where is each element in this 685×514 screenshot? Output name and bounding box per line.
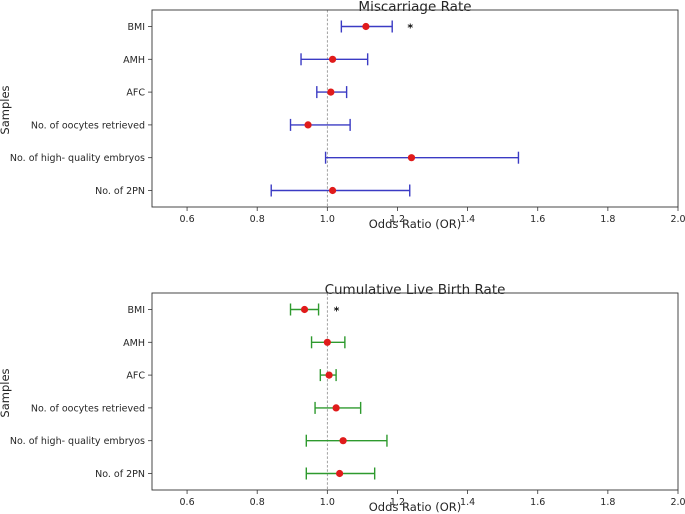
x-tick-label: 2.0: [670, 214, 685, 225]
significance-marker: *: [407, 22, 413, 35]
category-label: No. of 2PN: [95, 469, 145, 480]
plot-frame: [151, 292, 679, 491]
odds-ratio-point: [339, 437, 347, 445]
chart-title: Miscarriage Rate: [358, 0, 471, 15]
category-label: No. of 2PN: [95, 186, 145, 197]
category-label: AMH: [123, 55, 145, 66]
plot-area: 0.6 0.8 1.0 1.2 1.4 1.6 1.8 2.0 BMI AMH AFC No. of …: [10, 292, 685, 508]
x-tick-label: 1.4: [460, 497, 475, 508]
category-label: BMI: [127, 22, 145, 33]
odds-ratio-point: [300, 305, 309, 314]
odds-ratio-point: [362, 22, 370, 31]
category-label: AMH: [123, 338, 145, 349]
x-tick-label: 0.8: [250, 214, 265, 225]
plot-frame: [151, 9, 679, 208]
odds-ratio-point: [336, 469, 344, 478]
x-axis-title: Odds Ratio (OR): [369, 217, 462, 231]
odds-ratio-point: [407, 154, 416, 162]
x-tick-label: 2.0: [670, 497, 685, 508]
panel-cumulative-live-birth-rate: Cumulative Live Birth Rate 0.6 0.8 1.0 1.2 1…: [0, 282, 685, 514]
odds-ratio-point: [325, 371, 333, 379]
odds-ratio-point: [328, 55, 337, 63]
x-tick-label: 0.8: [250, 497, 265, 508]
panel-miscarriage-rate: Miscarriage Rate 0.6 0.8 1.0 1.2 1.4 1.6 1.8 2.…: [0, 0, 685, 231]
odds-ratio-point: [327, 88, 335, 96]
odds-ratio-point: [304, 121, 312, 129]
x-tick-label: 1.8: [600, 214, 615, 225]
odds-ratio-point: [332, 404, 340, 412]
x-axis-title: Odds Ratio (OR): [369, 500, 462, 514]
plot-area: 0.6 0.8 1.0 1.2 1.4 1.6 1.8 2.0 BMI AMH AFC No. of …: [10, 9, 685, 225]
x-tick-label: 1.2: [390, 497, 405, 508]
chart-title: Cumulative Live Birth Rate: [325, 282, 506, 298]
category-label: AFC: [126, 88, 145, 99]
x-tick-label: 1.2: [390, 214, 405, 225]
odds-ratio-point: [328, 186, 337, 195]
x-tick-label: 0.6: [180, 214, 195, 225]
x-tick-label: 1.0: [320, 497, 335, 508]
category-label: AFC: [126, 371, 145, 382]
y-axis-title: Samples: [0, 85, 12, 134]
x-tick-label: 1.0: [320, 214, 335, 225]
x-tick-label: 0.6: [180, 497, 195, 508]
y-axis-title: Samples: [0, 368, 12, 417]
x-tick-label: 1.8: [600, 497, 615, 508]
category-label: No. of high- quality embryos: [10, 153, 145, 164]
category-label: No. of oocytes retrieved: [31, 403, 145, 414]
x-tick-label: 1.6: [530, 497, 545, 508]
x-tick-label: 1.6: [530, 214, 545, 225]
category-label: No. of oocytes retrieved: [31, 120, 145, 131]
x-tick-label: 1.4: [460, 214, 475, 225]
significance-marker: *: [334, 305, 340, 318]
category-label: No. of high- quality embryos: [10, 436, 145, 447]
category-label: BMI: [127, 305, 145, 316]
odds-ratio-point: [323, 338, 331, 346]
